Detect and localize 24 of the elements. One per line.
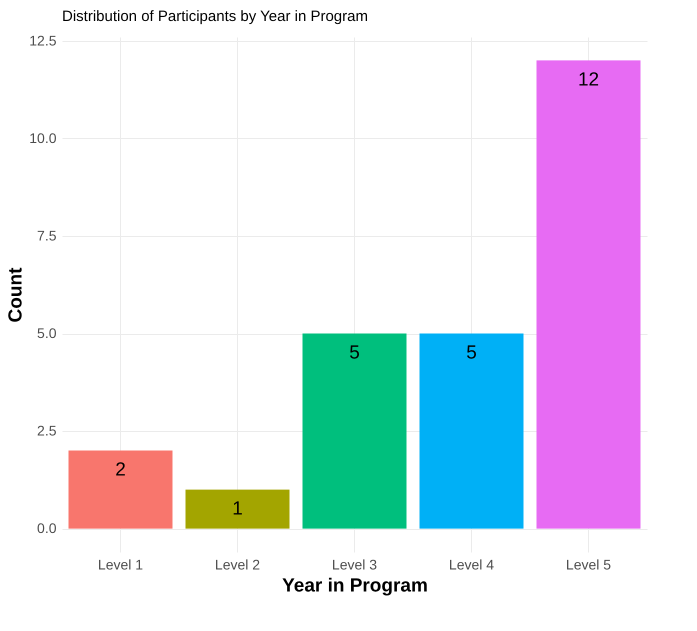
bar xyxy=(68,450,172,529)
x-tick-label: Level 4 xyxy=(448,556,494,572)
chart-title: Distribution of Participants by Year in Program xyxy=(62,8,368,25)
x-axis-title: Year in Program xyxy=(282,576,428,596)
y-tick-label: 12.5 xyxy=(29,32,57,48)
y-tick-label: 0.0 xyxy=(37,520,57,536)
bar xyxy=(302,334,406,529)
y-tick-label: 2.5 xyxy=(37,422,57,439)
data-label: 5 xyxy=(466,342,477,364)
bar xyxy=(536,60,640,529)
data-label: 5 xyxy=(349,342,360,364)
y-axis-title: Count xyxy=(5,266,26,322)
data-label: 1 xyxy=(232,498,243,520)
y-tick-label: 5.0 xyxy=(37,325,57,342)
x-tick-label: Level 1 xyxy=(98,556,144,572)
data-label: 2 xyxy=(115,460,126,481)
bar xyxy=(186,490,290,529)
y-tick-label: 10.0 xyxy=(29,130,57,146)
x-tick-label: Level 3 xyxy=(332,556,378,572)
data-label: 12 xyxy=(578,69,600,90)
x-tick-label: Level 5 xyxy=(566,556,612,572)
y-tick-label: 7.5 xyxy=(37,227,57,244)
x-tick-label: Level 2 xyxy=(214,556,260,572)
bar xyxy=(420,334,524,529)
